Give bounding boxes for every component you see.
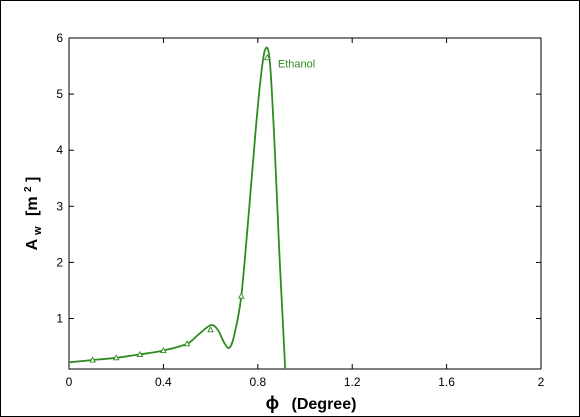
x-tick-label: 1.6 [438,375,455,389]
x-axis-symbol: ϕ [266,393,280,413]
y-axis-symbol: A [24,238,41,250]
series-marker [237,292,245,299]
x-axis-ticks: 0 0.4 0.8 1.2 1.6 2 [66,38,545,389]
x-tick-label: 0.8 [249,375,266,389]
x-axis-title: ϕ (Degree) [266,393,357,413]
y-axis-ticks: 1 2 3 4 5 6 [56,31,541,326]
y-tick-label: 4 [56,143,63,157]
y-axis-title: A w [m 2 ] [18,177,45,251]
y-axis-subscript: w [32,226,44,236]
x-tick-label: 0 [66,375,73,389]
y-axis-unit-open: [m [24,196,41,216]
x-tick-label: 1.2 [344,375,361,389]
series-markers [89,54,271,363]
series-marker [89,356,96,363]
series-marker [136,350,144,357]
y-tick-label: 6 [56,31,63,45]
y-tick-label: 3 [56,199,63,213]
y-axis-unit-close: ] [24,177,41,182]
series-marker [263,54,271,61]
plot-area [68,37,542,370]
y-tick-label: 5 [56,87,63,101]
series-label-ethanol: Ethanol [278,59,315,71]
series-marker [160,346,167,354]
series-marker [183,340,191,347]
x-tick-label: 2 [538,375,545,389]
y-tick-label: 1 [56,312,63,326]
x-tick-label: 0.4 [155,375,172,389]
series-marker [112,354,120,361]
series-line-ethanol [68,46,287,370]
series-marker [207,326,214,333]
y-tick-label: 2 [56,255,63,269]
x-axis-unit: (Degree) [292,396,357,413]
y-axis-unit-superscript: 2 [23,186,34,192]
